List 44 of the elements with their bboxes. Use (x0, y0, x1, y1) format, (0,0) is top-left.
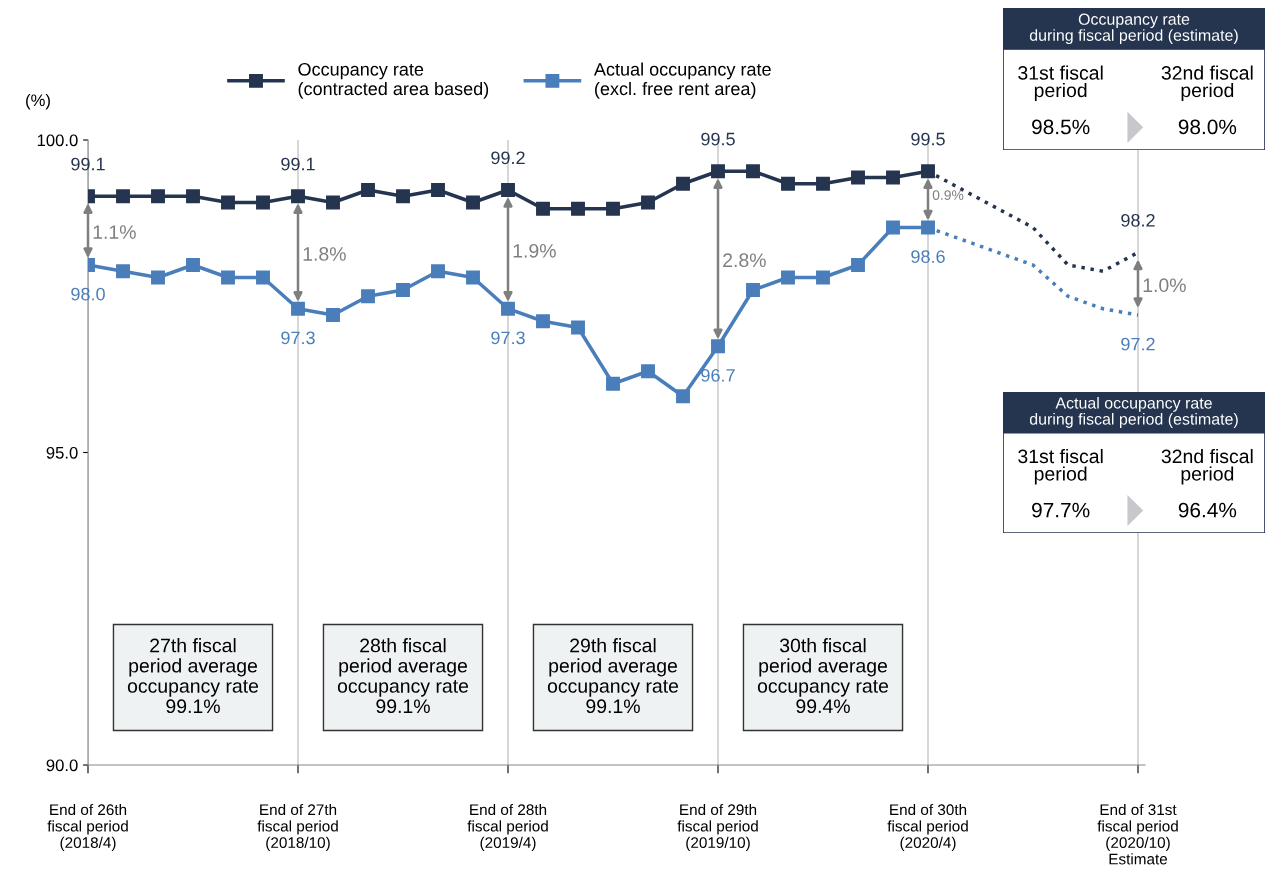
y-tick-label: 100.0 (37, 134, 78, 147)
data-label: 99.1 (281, 157, 315, 171)
data-label: 99.2 (491, 151, 525, 165)
text: Actual occupancy rate during fiscal period (estimate) (1029, 396, 1238, 428)
data-label: 98.6 (911, 250, 945, 263)
x-tick-label: End of 31st fiscal period (2020/10) Estimate (1097, 803, 1178, 865)
x-tick-label: End of 29th fiscal period (2019/10) (677, 803, 758, 852)
annotation: 0.9% (932, 190, 964, 200)
category-label: 32nd fiscal period (1161, 448, 1253, 485)
annotation: 30th fiscal period average occupancy rate 99.4% (757, 638, 889, 714)
data-label: 99.5 (911, 132, 945, 146)
legend-label: Occupancy rate (contracted area based) (298, 62, 489, 99)
x-tick-label: End of 26th fiscal period (2018/4) (47, 803, 128, 852)
x-tick-label: End of 27th fiscal period (2018/10) (257, 803, 338, 852)
annotation: 1.0% (1143, 278, 1186, 293)
annotation: 2.8% (723, 253, 766, 268)
data-label: 96.7 (701, 368, 735, 382)
y-tick-label: 95.0 (46, 446, 78, 459)
data-label: 99.1 (71, 157, 105, 171)
data-label: 98.2 (1121, 213, 1155, 227)
text: Occupancy rate during fiscal period (estimate) (1029, 13, 1238, 45)
category-label: 32nd fiscal period (1161, 65, 1253, 102)
data-label: 97.2 (1121, 337, 1155, 351)
annotation: 1.9% (513, 243, 556, 258)
text: 97.7% (1032, 502, 1090, 518)
annotation: 1.8% (303, 247, 346, 261)
data-label: 97.3 (491, 331, 525, 345)
y-axis-title: (%) (26, 93, 50, 110)
text: 98.5% (1032, 119, 1090, 135)
data-label: 97.3 (281, 331, 315, 345)
x-tick-label: End of 28th fiscal period (2019/4) (467, 803, 548, 852)
x-tick-label: End of 30th fiscal period (2020/4) (887, 803, 968, 852)
text: 96.4% (1178, 502, 1237, 518)
data-label: 98.0 (71, 287, 105, 301)
annotation: 1.1% (93, 225, 136, 239)
annotation: 28th fiscal period average occupancy rate 99.1% (337, 638, 469, 714)
category-label: 31st fiscal period (1018, 65, 1103, 102)
data-label: 99.5 (701, 132, 735, 146)
annotation: 29th fiscal period average occupancy rate 99.1% (547, 638, 679, 714)
y-tick-label: 90.0 (46, 759, 78, 772)
legend-label: Actual occupancy rate (excl. free rent area) (593, 62, 771, 99)
annotation: 27th fiscal period average occupancy rate 99.1% (127, 638, 259, 714)
category-label: 31st fiscal period (1018, 448, 1103, 485)
text: 98.0% (1178, 119, 1237, 135)
